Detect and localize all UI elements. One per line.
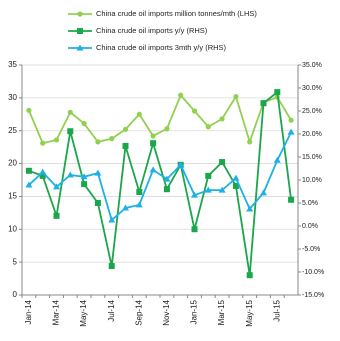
data-point: [108, 263, 115, 270]
legend-label: China crude oil imports 3mth y/y (RHS): [96, 43, 227, 52]
data-point: [122, 204, 129, 211]
data-point: [191, 108, 198, 114]
x-tick-label: May-15: [245, 299, 254, 326]
data-point: [273, 156, 281, 163]
y-tick-label: 20: [8, 159, 17, 168]
data-point: [287, 128, 295, 135]
x-tick-label: Jul-14: [107, 299, 116, 321]
data-point: [191, 226, 198, 233]
data-point: [67, 109, 73, 115]
data-point: [81, 120, 87, 127]
legend-marker: [76, 44, 84, 51]
data-point: [233, 93, 239, 100]
series-line: [28, 90, 292, 276]
data-point: [26, 107, 32, 113]
data-point: [219, 116, 225, 122]
y2-tick-label: 30.0%: [302, 85, 322, 92]
y-tick-label: 35: [8, 60, 17, 69]
data-point: [178, 92, 184, 98]
data-point: [164, 126, 170, 132]
data-point: [109, 136, 115, 142]
data-point: [25, 167, 32, 174]
data-point: [163, 186, 170, 193]
y2-tick-label: 20.0%: [302, 131, 322, 138]
data-point: [80, 173, 88, 180]
data-point: [53, 137, 60, 143]
data-point: [232, 182, 239, 189]
y2-tick-label: 5.0%: [302, 200, 318, 207]
x-tick-label: Jan-14: [24, 299, 33, 324]
x-tick-label: Nov-14: [162, 299, 171, 325]
data-point: [232, 174, 240, 181]
legend-label: China crude oil imports million tonnes/m…: [96, 9, 257, 18]
data-point: [39, 168, 47, 175]
data-point: [108, 216, 116, 223]
data-point: [247, 139, 253, 145]
data-point: [205, 172, 212, 179]
y2-tick-label: 35.0%: [302, 62, 322, 69]
x-tick-label: Jul-15: [272, 299, 281, 321]
data-point: [39, 172, 46, 179]
y2-tick-label: 25.0%: [302, 108, 322, 115]
y-tick-label: 25: [8, 126, 17, 135]
data-point: [81, 181, 88, 188]
data-point: [135, 201, 143, 208]
series-line: [28, 93, 292, 145]
data-point: [40, 140, 46, 146]
y2-tick-label: -15.0%: [302, 292, 324, 299]
y2-tick-label: -10.0%: [302, 269, 324, 276]
legend: China crude oil imports million tonnes/m…: [68, 9, 257, 52]
data-point: [53, 212, 60, 219]
x-tick-label: Sep-14: [134, 299, 143, 325]
x-tick-label: Mar-14: [52, 299, 61, 325]
data-point: [288, 117, 294, 123]
data-point: [177, 161, 185, 168]
data-point: [219, 159, 226, 166]
data-point: [163, 175, 171, 182]
series-line: [28, 131, 292, 222]
y-tick-label: 15: [8, 192, 17, 201]
data-point: [260, 100, 267, 107]
x-tick-label: Mar-15: [217, 299, 226, 325]
data-point: [246, 272, 253, 279]
data-point: [53, 183, 60, 190]
data-point: [94, 169, 102, 176]
data-point: [260, 189, 267, 196]
data-point: [66, 171, 74, 178]
data-point: [150, 133, 156, 139]
y-tick-label: 10: [8, 224, 17, 233]
data-point: [95, 139, 101, 145]
data-point: [205, 124, 211, 130]
y2-tick-label: 15.0%: [302, 154, 322, 161]
data-point: [94, 200, 101, 206]
data-point: [122, 142, 129, 149]
data-point: [150, 140, 157, 147]
data-point: [218, 186, 226, 193]
data-point: [67, 128, 74, 135]
x-tick-label: May-14: [79, 299, 88, 326]
y2-tick-label: -5.0%: [302, 246, 320, 253]
data-point: [25, 181, 33, 188]
data-point: [274, 89, 281, 96]
data-point: [136, 188, 143, 195]
x-tick-label: Jan-15: [190, 299, 199, 324]
y-tick-label: 0: [13, 290, 18, 299]
data-point: [204, 186, 212, 193]
y-tick-label: 30: [8, 93, 17, 102]
data-point: [136, 111, 142, 117]
data-point: [122, 126, 129, 132]
legend-marker: [77, 28, 83, 34]
data-point: [246, 205, 254, 212]
y-tick-label: 5: [13, 257, 18, 266]
data-point: [288, 196, 295, 203]
data-point: [191, 191, 198, 198]
data-point: [149, 166, 157, 173]
y2-tick-label: 10.0%: [302, 177, 322, 184]
legend-marker: [77, 11, 83, 17]
legend-label: China crude oil imports y/y (RHS): [96, 26, 208, 35]
y2-tick-label: 0.0%: [302, 223, 318, 230]
